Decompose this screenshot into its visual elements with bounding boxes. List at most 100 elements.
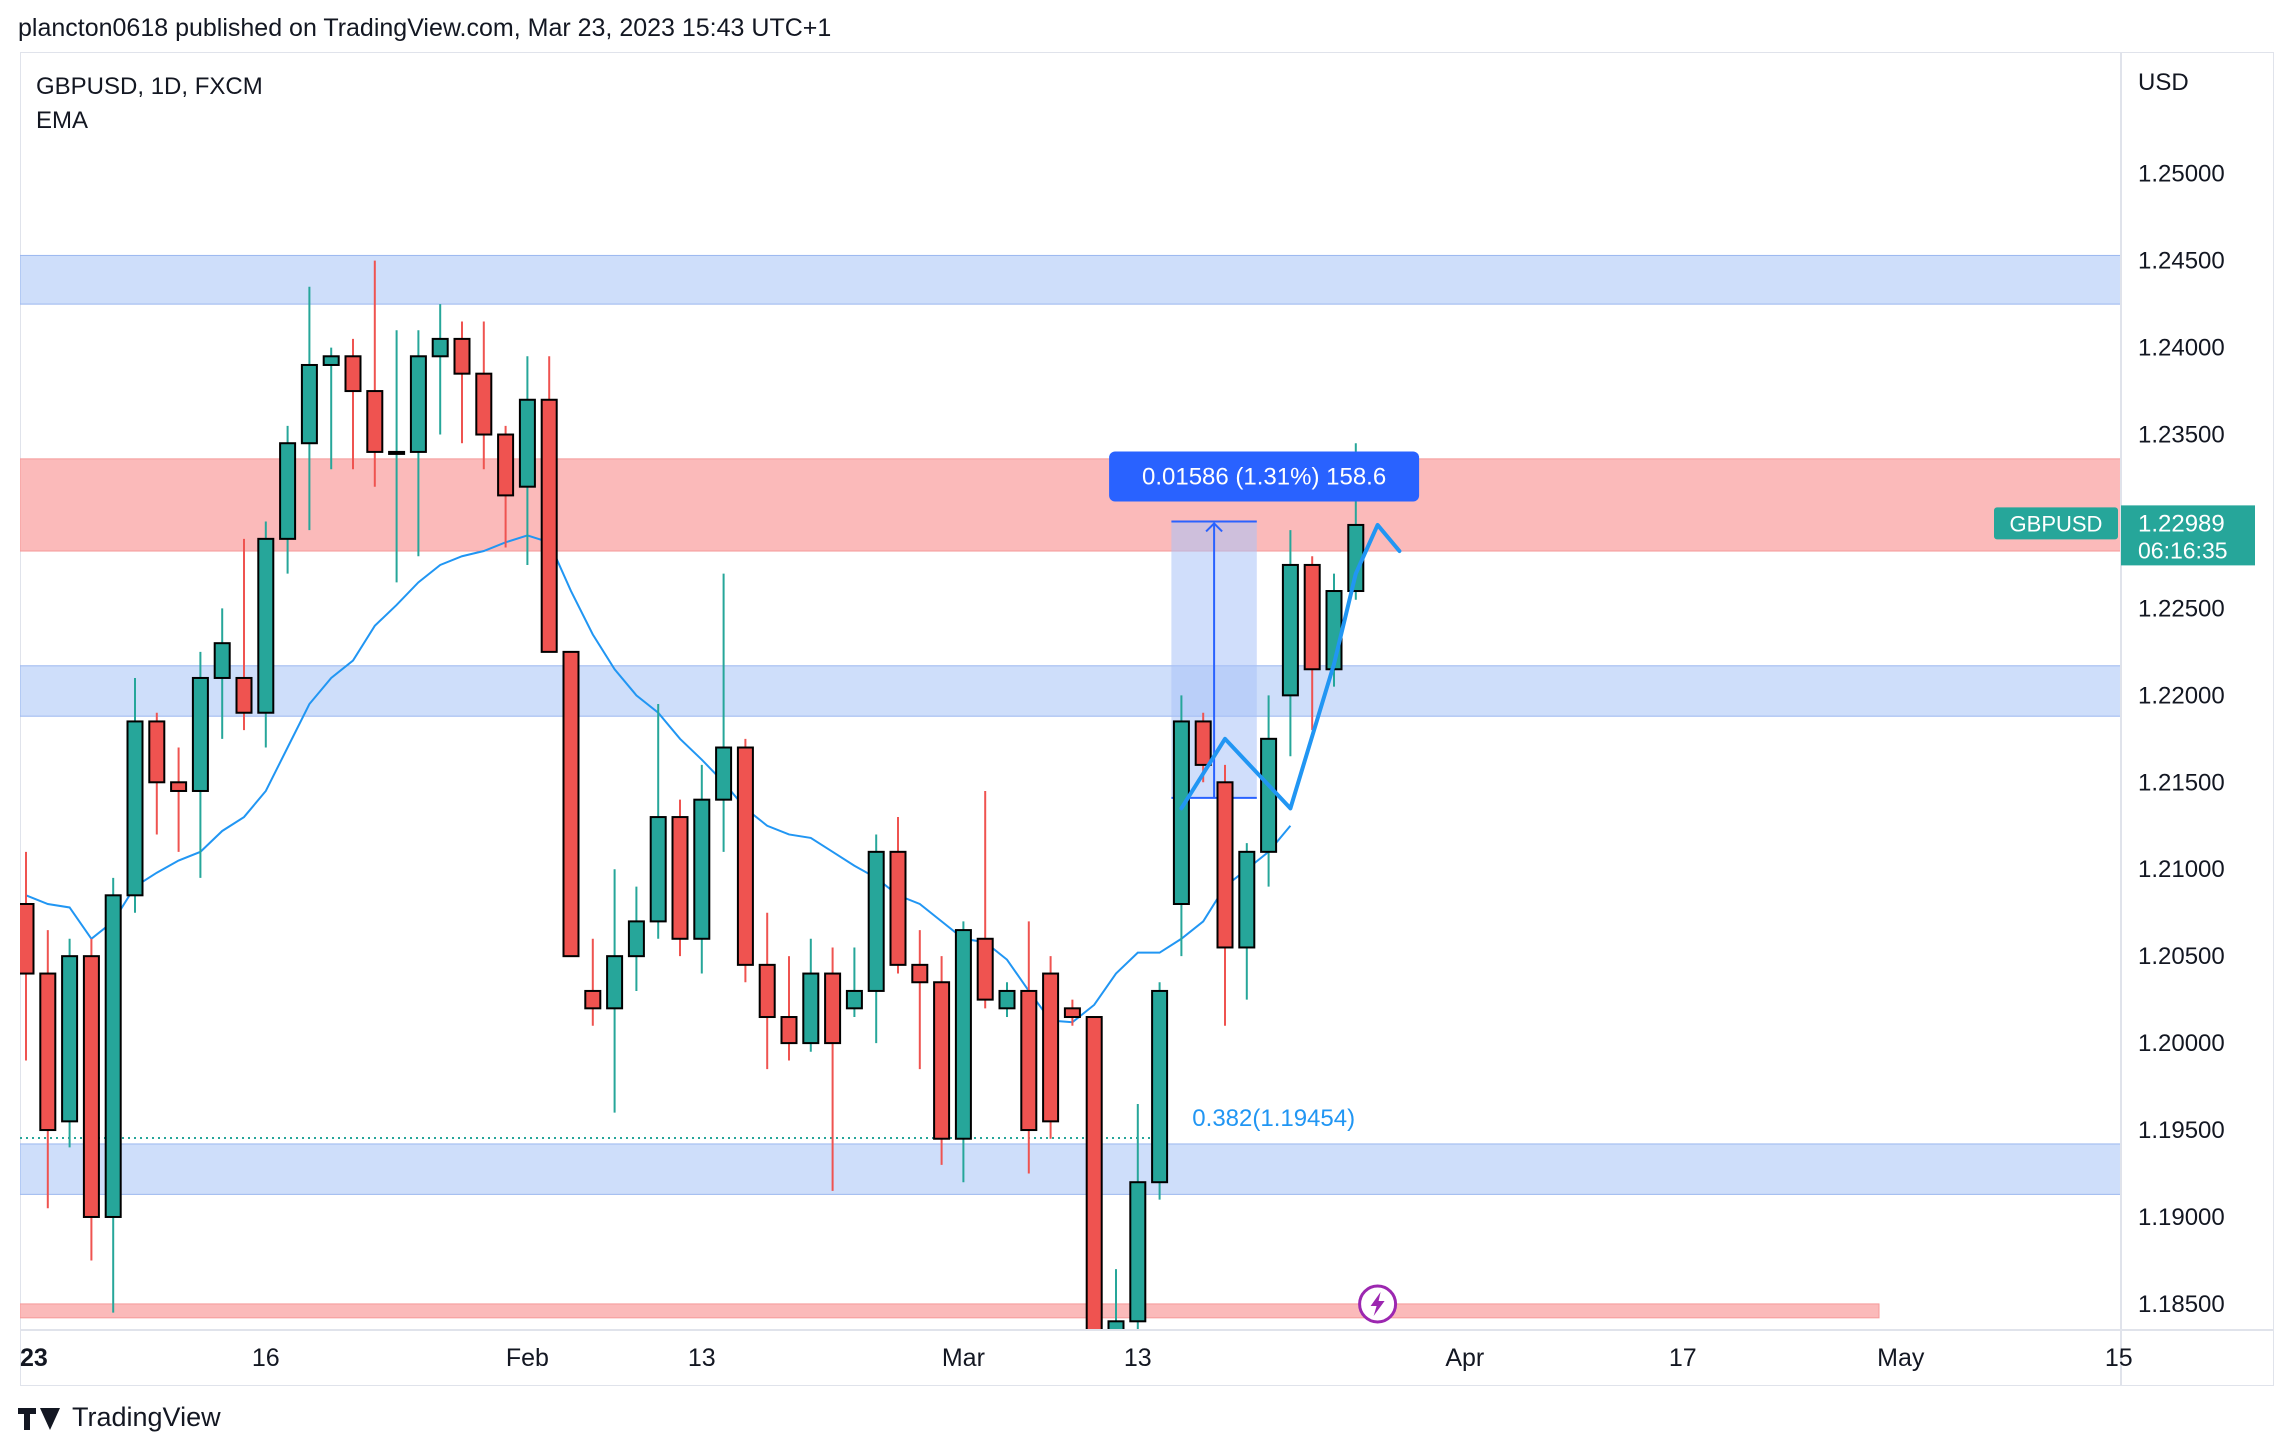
time-tick: 13	[1124, 1344, 1152, 1372]
measure-arrow-head	[1205, 522, 1223, 533]
measure-label-layer: 0.01586 (1.31%) 158.6	[1109, 451, 1420, 502]
price-tick: 1.19500	[2138, 1117, 2225, 1144]
candle-2023-01-09	[148, 712, 166, 835]
candle-body	[1151, 989, 1169, 1184]
candle-2023-02-15	[736, 738, 754, 983]
candle-body	[191, 676, 209, 792]
symbol-line: GBPUSD, 1D, FXCM	[36, 73, 263, 100]
candle-body	[715, 746, 733, 801]
candle-2023-03-20	[1238, 843, 1256, 1000]
candle-body	[322, 355, 340, 366]
candle-2023-02-23	[867, 834, 885, 1044]
candle-2023-03-02	[976, 790, 994, 1009]
time-tick: 15	[2105, 1344, 2133, 1372]
candle-body	[780, 1016, 798, 1045]
candle-body	[933, 981, 951, 1140]
candle-2023-03-14	[1151, 982, 1169, 1200]
candle-body	[126, 720, 144, 897]
candle-body	[867, 850, 885, 992]
zone-support-4	[20, 1303, 1880, 1319]
candle-2023-01-26	[431, 304, 449, 435]
candle-body	[976, 937, 994, 1001]
candle-2023-03-09	[1085, 1016, 1103, 1330]
candle-2023-03-03	[998, 982, 1016, 1018]
event-icon-layer	[1358, 1284, 1398, 1324]
candle-body	[1107, 1320, 1125, 1330]
candle-body	[257, 537, 275, 714]
price-tick: 1.19000	[2138, 1204, 2225, 1231]
price-tick: 1.25000	[2138, 161, 2225, 188]
countdown-tag: 06:16:35	[2138, 537, 2228, 563]
candle-2023-02-01	[518, 356, 536, 565]
candle-body	[39, 972, 57, 1132]
candles-layer	[20, 260, 1365, 1330]
candle-body	[671, 816, 689, 940]
candle-2023-03-15	[1172, 695, 1190, 957]
measure-label-box	[1109, 451, 1420, 502]
time-tick: May	[1877, 1344, 1925, 1372]
candle-body	[344, 355, 362, 393]
candle-2023-02-27	[911, 930, 929, 1070]
candle-2023-01-12	[213, 608, 231, 739]
candle-2023-01-05	[104, 877, 122, 1313]
candle-2023-01-02	[39, 930, 57, 1209]
price-tick: 1.24000	[2138, 335, 2225, 362]
candle-body	[104, 894, 122, 1218]
candle-body	[1303, 563, 1321, 671]
candle-2023-01-27	[453, 321, 471, 444]
price-tick: 1.18500	[2138, 1291, 2225, 1318]
candle-body	[279, 442, 297, 540]
candle-2023-02-08	[627, 886, 645, 991]
lightning-bolt	[1370, 1292, 1385, 1316]
candle-2023-01-18	[300, 286, 318, 531]
candle-body	[911, 963, 929, 984]
candle-body	[1020, 989, 1038, 1132]
time-tick: 23	[20, 1344, 48, 1372]
candle-body	[1281, 563, 1299, 697]
price-tick: 1.20500	[2138, 943, 2225, 970]
candle-2023-01-11	[191, 651, 209, 878]
candle-body	[170, 781, 188, 792]
candle-body	[954, 929, 972, 1140]
time-tick: Feb	[506, 1344, 549, 1372]
candle-body	[213, 642, 231, 679]
candle-2023-02-03	[562, 650, 580, 958]
candle-body	[1042, 972, 1060, 1123]
candle-body	[758, 963, 776, 1019]
chart-frame[interactable]	[20, 52, 2274, 1386]
candle-body	[1085, 1016, 1103, 1330]
footer-brand[interactable]: TradingView	[18, 1402, 221, 1433]
candle-2023-01-06	[126, 677, 144, 913]
time-tick: Mar	[942, 1344, 985, 1372]
candle-body	[540, 398, 558, 653]
candle-body	[1260, 737, 1278, 853]
candle-body	[584, 989, 602, 1010]
candle-body	[693, 798, 711, 940]
candle-body	[366, 390, 384, 453]
candle-body	[627, 920, 645, 958]
symbol-tag-box	[1994, 507, 2118, 540]
candle-body	[606, 955, 624, 1010]
price-tick: 1.23500	[2138, 422, 2225, 449]
candle-2023-01-30	[475, 321, 493, 470]
candle-2023-03-01	[954, 921, 972, 1183]
price-axis: USD1.250001.245001.240001.235001.230001.…	[2120, 52, 2225, 1386]
measure-label: 0.01586 (1.31%) 158.6	[1142, 463, 1386, 490]
candle-2023-01-23	[366, 260, 384, 487]
publisher-line: plancton0618 published on TradingView.co…	[18, 14, 832, 42]
candle-body	[889, 850, 907, 966]
candle-2023-03-17	[1216, 764, 1234, 1026]
candle-body	[20, 903, 35, 975]
candle-body	[300, 363, 318, 445]
candle-body	[845, 989, 863, 1010]
candle-body	[431, 337, 449, 358]
zone-support-2	[20, 665, 2121, 717]
fib-label: 0.382(1.19454)	[1192, 1105, 1355, 1132]
candle-body	[518, 398, 536, 488]
candle-2023-02-16	[758, 912, 776, 1070]
candle-2023-01-10	[170, 747, 188, 852]
zone-resistance-1	[20, 458, 2121, 552]
candle-body	[998, 989, 1016, 1010]
candle-2023-01-16	[257, 521, 275, 748]
